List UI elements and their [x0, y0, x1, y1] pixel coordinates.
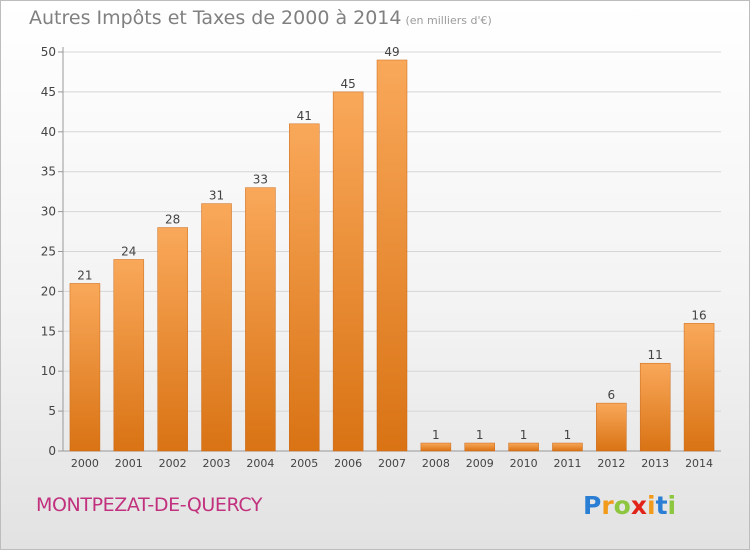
data-label: 41 — [297, 109, 312, 123]
data-label: 28 — [165, 213, 180, 227]
x-tick-label: 2014 — [685, 457, 713, 470]
data-label: 21 — [77, 268, 92, 282]
logo-letter: i — [647, 491, 656, 520]
data-label: 1 — [432, 428, 440, 442]
data-label: 45 — [340, 77, 355, 91]
y-tick-label: 30 — [41, 205, 56, 219]
x-tick-label: 2007 — [378, 457, 406, 470]
bar — [332, 91, 364, 452]
logo-letter: i — [667, 491, 677, 520]
data-label: 24 — [121, 244, 136, 258]
x-tick-label: 2001 — [115, 457, 143, 470]
y-tick-label: 50 — [41, 45, 56, 59]
x-tick-label: 2009 — [466, 457, 494, 470]
data-label: 11 — [648, 348, 663, 362]
y-tick-label: 0 — [48, 444, 56, 458]
x-tick-label: 2013 — [641, 457, 669, 470]
y-tick-label: 40 — [41, 125, 56, 139]
x-tick-label: 2005 — [290, 457, 318, 470]
data-label: 16 — [691, 308, 706, 322]
x-tick-label: 2012 — [597, 457, 625, 470]
x-tick-label: 2003 — [203, 457, 231, 470]
chart-title: Autres Impôts et Taxes de 2000 à 2014 (en… — [29, 7, 492, 29]
x-tick-label: 2011 — [553, 457, 581, 470]
bar — [201, 203, 232, 452]
proxiti-logo: Proxiti — [583, 491, 676, 520]
bar — [683, 323, 715, 452]
y-tick-label: 45 — [41, 85, 56, 99]
x-tick-label: 2006 — [334, 457, 362, 470]
y-tick-label: 10 — [41, 364, 56, 378]
bar — [464, 442, 495, 452]
bar — [376, 59, 408, 452]
bar — [420, 442, 452, 452]
bar — [113, 259, 145, 452]
logo-letter: o — [613, 491, 631, 520]
y-tick-label: 35 — [41, 165, 56, 179]
x-tick-label: 2010 — [510, 457, 538, 470]
bar — [245, 187, 276, 452]
data-label: 49 — [384, 45, 399, 59]
data-label: 1 — [520, 428, 528, 442]
bar — [157, 227, 188, 452]
data-label: 6 — [608, 388, 616, 402]
x-tick-label: 2000 — [71, 457, 99, 470]
logo-letter: r — [601, 491, 614, 520]
data-label: 1 — [476, 428, 484, 442]
labels: 0 5 10 15 20 25 30 35 40 45 50 21 2000 24 2001 28 2002 31… — [41, 45, 713, 470]
bar — [639, 362, 671, 452]
x-tick-label: 2004 — [246, 457, 274, 470]
bar — [289, 123, 320, 452]
unit-label: (en milliers d'€) — [405, 14, 492, 27]
title-text: Autres Impôts et Taxes de 2000 à 2014 — [29, 7, 402, 29]
logo-letter: P — [583, 491, 602, 520]
bar — [552, 442, 583, 452]
x-tick-label: 2008 — [422, 457, 450, 470]
y-tick-label: 15 — [41, 324, 56, 338]
data-label: 31 — [209, 189, 224, 203]
y-tick-label: 25 — [41, 245, 56, 259]
x-tick-label: 2002 — [159, 457, 187, 470]
data-label: 33 — [253, 173, 268, 187]
logo-letter: x — [630, 491, 647, 520]
bar — [508, 442, 539, 452]
y-tick-label: 5 — [48, 404, 56, 418]
location-name: MONTPEZAT-DE-QUERCY — [36, 494, 263, 516]
data-label: 1 — [564, 428, 572, 442]
bars — [69, 59, 715, 452]
bar — [596, 402, 627, 452]
logo-letter: t — [655, 491, 668, 520]
bar — [69, 283, 101, 452]
y-tick-label: 20 — [41, 284, 56, 298]
